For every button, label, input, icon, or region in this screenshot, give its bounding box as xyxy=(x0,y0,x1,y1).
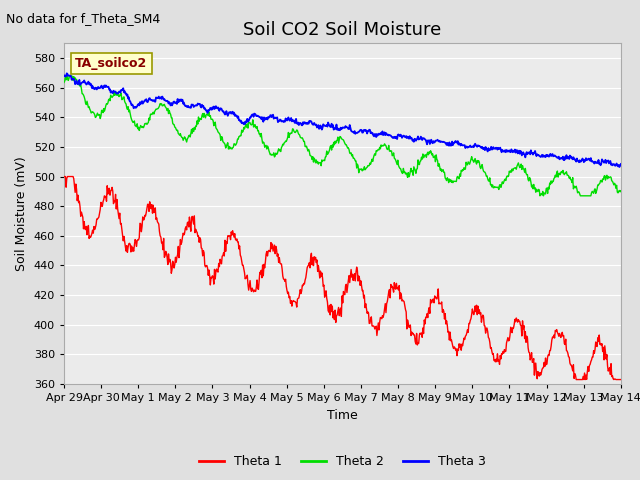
Y-axis label: Soil Moisture (mV): Soil Moisture (mV) xyxy=(15,156,28,271)
Title: Soil CO2 Soil Moisture: Soil CO2 Soil Moisture xyxy=(243,21,442,39)
Text: TA_soilco2: TA_soilco2 xyxy=(75,57,147,70)
Legend: Theta 1, Theta 2, Theta 3: Theta 1, Theta 2, Theta 3 xyxy=(195,450,490,473)
Text: No data for f_Theta_SM4: No data for f_Theta_SM4 xyxy=(6,12,161,25)
X-axis label: Time: Time xyxy=(327,408,358,421)
